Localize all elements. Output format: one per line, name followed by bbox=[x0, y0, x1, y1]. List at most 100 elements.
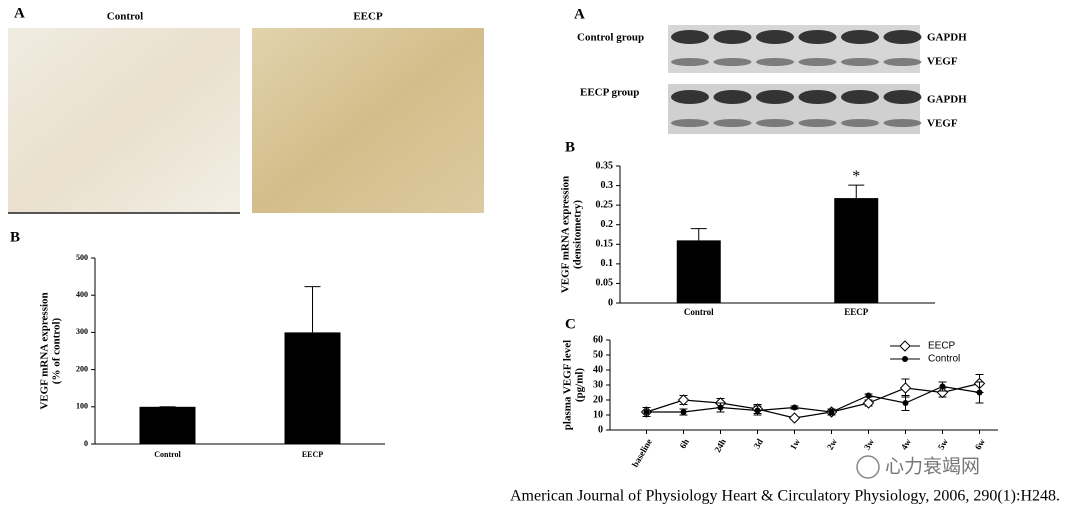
y-axis-label: (densitometry) bbox=[572, 200, 584, 269]
band-label: VEGF bbox=[927, 118, 958, 130]
blot-image bbox=[668, 25, 920, 73]
panel-label: A bbox=[574, 6, 585, 22]
blot-band bbox=[841, 58, 879, 66]
x-tick-label: EECP bbox=[844, 307, 869, 317]
blot-band bbox=[798, 90, 837, 104]
band-label: GAPDH bbox=[927, 94, 967, 106]
y-tick-label: 0.3 bbox=[601, 180, 614, 191]
marker bbox=[791, 404, 798, 411]
x-tick-label: 1w bbox=[788, 437, 802, 452]
marker bbox=[643, 409, 650, 415]
panel-label: B bbox=[565, 139, 575, 155]
blot-band bbox=[841, 119, 879, 127]
blot-image bbox=[668, 84, 920, 134]
blot-band bbox=[798, 30, 837, 44]
y-tick-label: 500 bbox=[76, 253, 88, 262]
y-tick-label: 0.25 bbox=[596, 199, 614, 210]
image-label: Control bbox=[107, 11, 143, 23]
y-axis-label: VEGF mRNA expression bbox=[560, 176, 572, 293]
marker bbox=[754, 407, 761, 414]
y-tick-label: 0.2 bbox=[601, 219, 614, 230]
watermark: 心力衰竭网 bbox=[885, 456, 980, 478]
watermark-icon bbox=[856, 455, 880, 479]
blot-band bbox=[671, 58, 709, 66]
blot-band bbox=[883, 30, 922, 44]
blot-band bbox=[798, 58, 837, 66]
blot-band bbox=[713, 119, 752, 127]
image-label: EECP bbox=[353, 11, 383, 23]
micrograph bbox=[8, 28, 240, 213]
y-axis-label: (% of control) bbox=[51, 317, 63, 384]
blot-band bbox=[883, 58, 922, 66]
x-tick-label: 24h bbox=[712, 437, 728, 454]
y-tick-label: 10 bbox=[593, 409, 603, 420]
blot-band bbox=[756, 30, 794, 44]
citation: American Journal of Physiology Heart & C… bbox=[510, 488, 1060, 505]
blot-band bbox=[713, 90, 752, 104]
marker bbox=[788, 412, 801, 424]
marker bbox=[862, 397, 875, 409]
y-tick-label: 400 bbox=[76, 290, 88, 299]
blot-band bbox=[883, 90, 922, 104]
bar bbox=[676, 240, 721, 303]
y-tick-label: 20 bbox=[593, 394, 603, 405]
blot-band bbox=[756, 90, 794, 104]
blot-band bbox=[713, 58, 752, 66]
x-tick-label: 3w bbox=[862, 437, 876, 452]
y-tick-label: 0 bbox=[84, 439, 88, 448]
blot-band bbox=[756, 119, 794, 127]
blot-band bbox=[671, 119, 709, 127]
x-tick-label: 4w bbox=[899, 437, 913, 452]
marker bbox=[902, 356, 908, 362]
y-tick-label: 30 bbox=[593, 379, 603, 390]
y-tick-label: 0 bbox=[608, 297, 613, 308]
marker bbox=[828, 409, 835, 415]
y-tick-label: 200 bbox=[76, 364, 88, 373]
bar bbox=[284, 332, 341, 444]
blot-band bbox=[713, 30, 752, 44]
band-label: VEGF bbox=[927, 56, 958, 68]
y-axis-label: VEGF mRNA expression bbox=[39, 292, 51, 409]
x-tick-label: 6w bbox=[973, 437, 987, 452]
blot-group: Control group bbox=[577, 32, 644, 44]
series-line bbox=[646, 382, 980, 419]
marker bbox=[976, 389, 983, 396]
blot-band bbox=[841, 90, 879, 104]
panel-label: B bbox=[10, 229, 20, 245]
x-tick-label: Control bbox=[684, 307, 714, 317]
marker bbox=[899, 382, 912, 394]
y-tick-label: 0 bbox=[598, 424, 603, 435]
marker bbox=[677, 394, 690, 406]
marker bbox=[680, 409, 687, 415]
x-tick-label: 2w bbox=[825, 437, 839, 452]
bar bbox=[834, 198, 879, 303]
x-tick-label: EECP bbox=[302, 450, 323, 459]
x-tick-label: 3d bbox=[752, 437, 765, 450]
blot-band bbox=[756, 58, 794, 66]
annotation: * bbox=[852, 168, 860, 185]
blot-group: EECP group bbox=[580, 87, 639, 99]
marker bbox=[717, 404, 724, 411]
marker bbox=[865, 392, 872, 399]
y-axis-label: (pg/ml) bbox=[574, 368, 586, 403]
blot-band bbox=[671, 30, 709, 44]
y-tick-label: 300 bbox=[76, 327, 88, 336]
y-tick-label: 0.05 bbox=[596, 278, 614, 289]
y-tick-label: 40 bbox=[593, 364, 603, 375]
y-tick-label: 50 bbox=[593, 349, 603, 360]
x-tick-label: 6h bbox=[678, 437, 691, 450]
panel-label: C bbox=[565, 316, 576, 332]
y-tick-label: 0.1 bbox=[601, 258, 614, 269]
blot-band bbox=[671, 90, 709, 104]
marker bbox=[899, 340, 911, 352]
band-label: GAPDH bbox=[927, 32, 967, 44]
y-tick-label: 0.35 bbox=[596, 160, 614, 171]
panel-label: A bbox=[14, 5, 25, 21]
y-axis-label: plasma VEGF level bbox=[562, 340, 574, 430]
x-tick-label: Control bbox=[154, 450, 181, 459]
y-tick-label: 0.15 bbox=[596, 239, 614, 250]
marker bbox=[902, 400, 909, 406]
blot-band bbox=[798, 119, 837, 127]
legend-label: Control bbox=[928, 354, 960, 365]
